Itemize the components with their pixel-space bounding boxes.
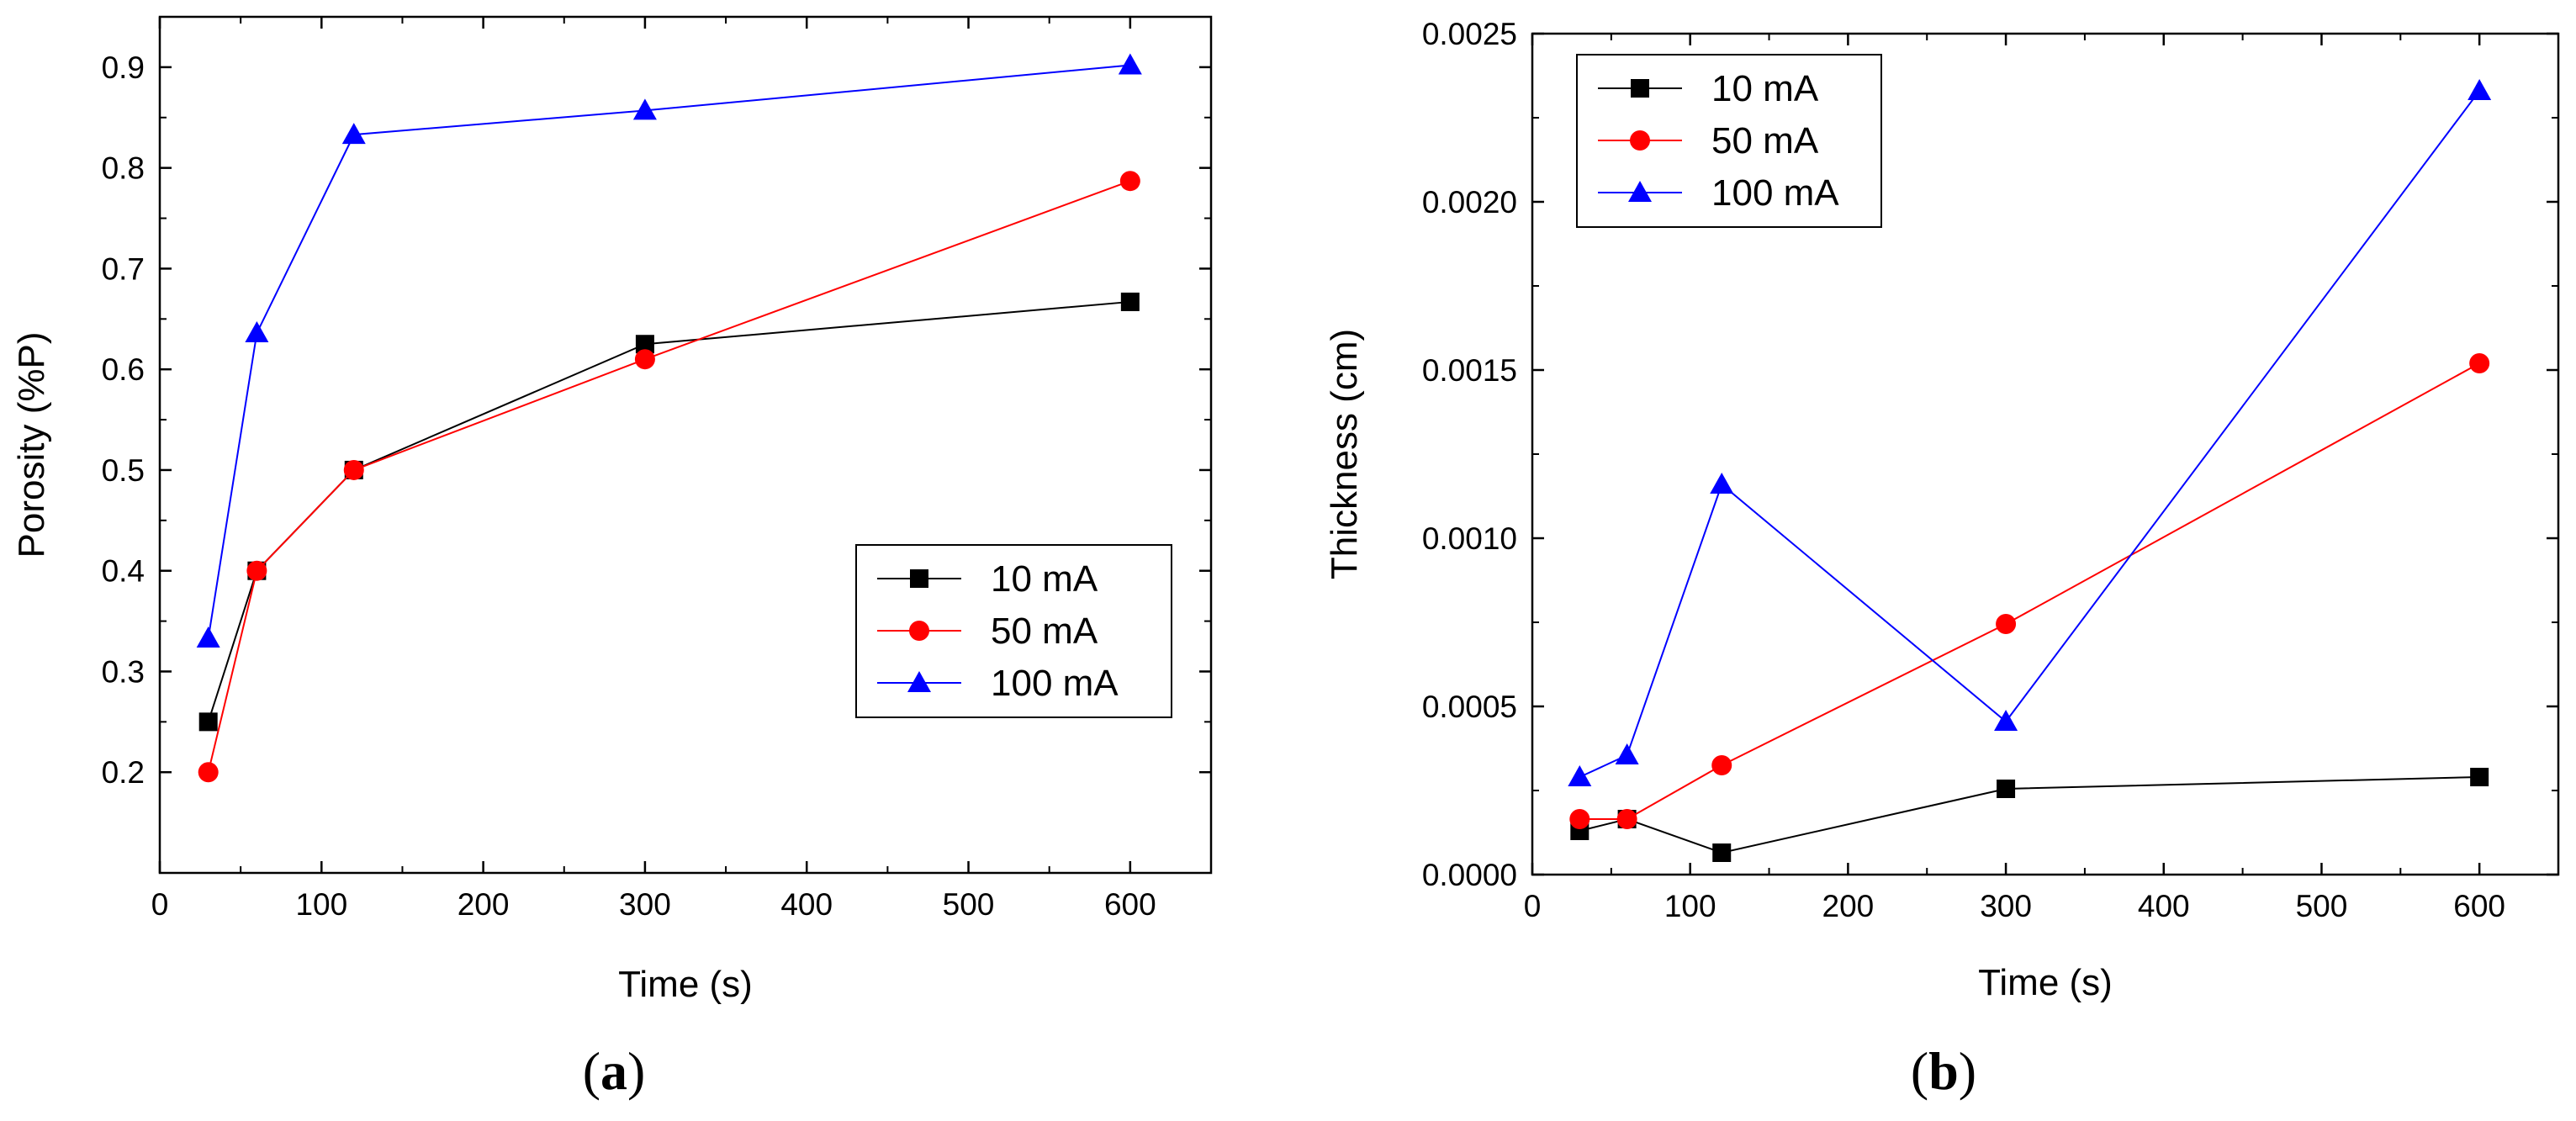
- panel-b-panel-label: (b): [1911, 1041, 1976, 1101]
- panel-b-data-point: [1712, 843, 1732, 862]
- panel-a-data-point: [246, 560, 267, 581]
- panel-a-y-tick-label: 0.3: [102, 654, 145, 689]
- panel-b-y-tick-label: 0.0015: [1422, 353, 1517, 388]
- panel-a-y-tick-label: 0.2: [102, 755, 145, 790]
- panel-a-x-tick-label: 200: [458, 887, 510, 922]
- panel-b-x-tick-label: 500: [2296, 889, 2348, 923]
- panel-b-x-tick-label: 200: [1822, 889, 1875, 923]
- panel-a-chart: 0 100 200 300 400 500 600 0.2 0.3 0.4 0.5 0.6 0.7 0.8…: [11, 15, 1213, 1101]
- panel-b-series-100-ma: [1568, 79, 2492, 786]
- panel-a-x-tick-label: 500: [943, 887, 995, 922]
- panel-a-legend: 10 mA 50 mA 100 mA: [855, 544, 1172, 718]
- panel-b-chart: 0 100 200 300 400 500 600 0.0000 0.0005 0.0010 0.0…: [1324, 17, 2560, 1101]
- panel-a-y-tick-label: 0.4: [102, 554, 145, 589]
- panel-b-x-tick-label: 600: [2453, 889, 2505, 923]
- panel-b-data-point: [2469, 353, 2490, 373]
- panel-a-y-tick-label: 0.5: [102, 453, 145, 488]
- panel-a-data-point: [634, 349, 655, 370]
- panel-a-data-point: [198, 762, 219, 783]
- panel-b-y-tick-label: 0.0025: [1422, 17, 1517, 51]
- panel-a-legend-marker: [907, 671, 931, 692]
- panel-a-legend-marker: [910, 569, 928, 588]
- panel-b-data-point: [1569, 809, 1590, 829]
- panel-a-y-axis-title: Porosity (%P): [11, 332, 52, 558]
- panel-b-series-50-ma: [1569, 353, 2490, 829]
- panel-b-legend-marker: [1630, 130, 1650, 151]
- panel-a-y-tick-label: 0.6: [102, 352, 145, 387]
- panel-b-data-point: [1994, 710, 2018, 731]
- panel-a-data-point: [341, 123, 366, 145]
- panel-a-panel-label: (a): [583, 1041, 646, 1101]
- panel-a-data-point: [1119, 171, 1140, 192]
- panel-b-x-tick-label: 300: [1980, 889, 2032, 923]
- panel-b-y-tick-label: 0.0000: [1422, 858, 1517, 892]
- panel-a-x-tick-label: 600: [1104, 887, 1156, 922]
- panel-b-data-point: [1616, 809, 1637, 829]
- panel-a-y-tick-label: 0.7: [102, 251, 145, 286]
- panel-b-data-point: [1711, 755, 1732, 775]
- panel-b-legend-marker: [1631, 79, 1649, 98]
- panel-a-y-tick-label: 0.9: [102, 50, 145, 85]
- panel-a-data-point: [1120, 292, 1140, 311]
- panel-b-y-tick-label: 0.0020: [1422, 185, 1517, 219]
- panel-b-x-tick-label: 100: [1664, 889, 1716, 923]
- panel-a-legend-label: 50 mA: [991, 611, 1098, 652]
- panel-b-y-tick-label: 0.0010: [1422, 521, 1517, 556]
- panel-b-y-tick-label: 0.0005: [1422, 690, 1517, 724]
- panel-b-legend-label: 50 mA: [1711, 120, 1819, 161]
- panel-a-x-tick-label: 300: [619, 887, 671, 922]
- panel-b-legend-label: 10 mA: [1711, 68, 1819, 109]
- panel-a-data-point: [635, 335, 654, 354]
- panel-a-x-axis-title: Time (s): [618, 964, 753, 1005]
- panel-b-series-line: [1579, 362, 2480, 820]
- panel-a-y-tick-label: 0.8: [102, 151, 145, 186]
- panel-b-legend-marker: [1628, 181, 1652, 202]
- panel-b-x-tick-label: 400: [2138, 889, 2190, 923]
- panel-b-x-tick-label: 0: [1524, 889, 1542, 923]
- panel-a-data-point: [245, 321, 269, 343]
- panel-b-x-axis-title: Time (s): [1978, 962, 2113, 1003]
- panel-b-y-axis-title: Thickness (cm): [1324, 329, 1365, 579]
- panel-a-series-50-ma: [198, 171, 1140, 783]
- panel-a-data-point: [196, 626, 220, 648]
- panel-a-data-point: [632, 98, 657, 120]
- panel-b-data-point: [1568, 765, 1592, 786]
- panel-a-data-point: [198, 712, 218, 732]
- panel-b-data-point: [1996, 614, 2017, 634]
- panel-a-data-point: [343, 459, 364, 480]
- panel-b-data-point: [1710, 473, 1734, 494]
- panel-a-x-tick-label: 400: [780, 887, 833, 922]
- panel-b-data-point: [1615, 743, 1639, 764]
- panel-a-plot-frame: [158, 15, 1213, 875]
- panel-b-legend-label: 100 mA: [1711, 172, 1839, 214]
- panel-a-legend-marker: [909, 621, 929, 641]
- panel-a-legend-label: 100 mA: [991, 663, 1119, 704]
- panel-b-data-point: [2468, 79, 2492, 100]
- panel-a-legend-label: 10 mA: [991, 558, 1098, 600]
- panel-a-series-100-ma: [196, 53, 1142, 648]
- panel-b-legend: 10 mA 50 mA 100 mA: [1576, 54, 1882, 228]
- panel-a-x-tick-label: 0: [151, 887, 169, 922]
- panel-b-data-point: [1997, 780, 2016, 798]
- panel-b-series-line: [1579, 776, 2480, 854]
- panel-a-x-tick-label: 100: [295, 887, 347, 922]
- panel-a-data-point: [1118, 53, 1142, 75]
- panel-b-data-point: [2470, 768, 2489, 786]
- panel-b-series-10-ma: [1570, 768, 2489, 862]
